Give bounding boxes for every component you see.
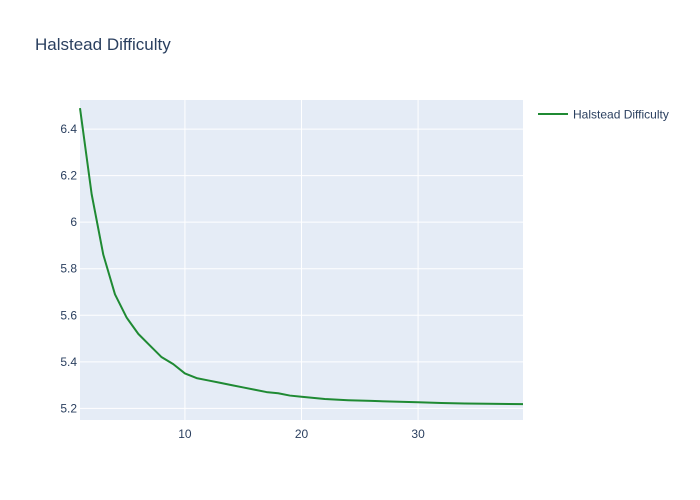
- y-tick-label: 5.8: [60, 262, 77, 276]
- series-line: [79, 108, 524, 406]
- series-layer: [79, 108, 524, 406]
- x-tick-label: 10: [178, 427, 192, 441]
- y-tick-label: 6.4: [60, 122, 77, 136]
- chart-title: Halstead Difficulty: [35, 35, 171, 54]
- legend[interactable]: Halstead Difficulty: [538, 108, 669, 122]
- y-tick-label: 5.4: [60, 355, 77, 369]
- x-tick-label: 30: [411, 427, 425, 441]
- y-tick-label: 5.2: [60, 401, 77, 415]
- y-tick-label: 6: [70, 215, 77, 229]
- grid-lines: [80, 100, 523, 420]
- axis-ticks: 5.2 5.4 5.6 5.8 6 6.2 6.4 10 20 30: [60, 122, 425, 441]
- x-tick-label: 20: [295, 427, 309, 441]
- y-tick-label: 6.2: [60, 169, 77, 183]
- y-tick-label: 5.6: [60, 308, 77, 322]
- legend-label: Halstead Difficulty: [573, 108, 669, 122]
